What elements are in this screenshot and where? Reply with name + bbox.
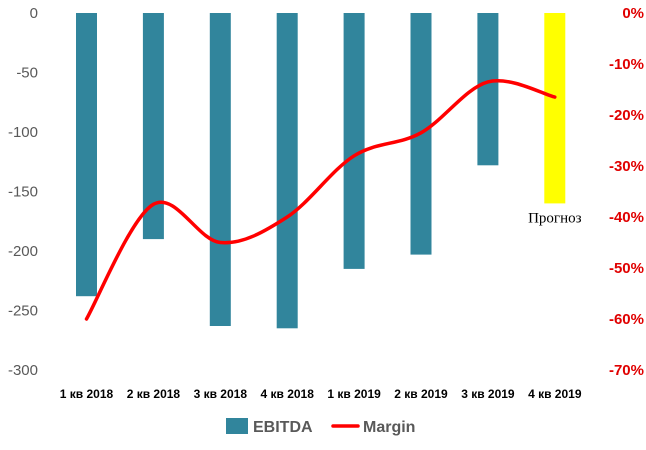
legend-ebitda-swatch	[226, 418, 248, 434]
category-label: 3 кв 2018	[194, 387, 248, 401]
left-tick-label: -300	[8, 362, 38, 379]
ebitda-bar-5	[343, 13, 365, 269]
right-axis: 0% -10% -20% -30% -40% -50% -60% -70%	[609, 5, 644, 379]
category-label: 2 кв 2019	[394, 387, 448, 401]
margin-line	[84, 79, 557, 321]
right-tick-label: -70%	[609, 362, 644, 379]
forecast-annotation: Прогноз	[528, 210, 582, 226]
legend-ebitda-label: EBITDA	[253, 419, 313, 436]
left-tick-label: 0	[30, 5, 38, 22]
ebitda-bar-3	[209, 13, 231, 326]
ebitda-bar-8	[544, 13, 566, 204]
legend-margin-label: Margin	[363, 419, 415, 436]
left-tick-label: -50	[16, 65, 38, 82]
ebitda-bar-4	[276, 13, 298, 329]
left-axis: 0 -50 -100 -150 -200 -250 -300	[8, 5, 38, 379]
margin-line-layer	[84, 79, 557, 321]
right-tick-label: -50%	[609, 260, 644, 277]
right-tick-label: -40%	[609, 209, 644, 226]
right-tick-label: 0%	[622, 5, 644, 22]
right-tick-label: -30%	[609, 158, 644, 175]
category-label: 1 кв 2019	[327, 387, 381, 401]
category-label: 1 кв 2018	[60, 387, 114, 401]
right-tick-label: -10%	[609, 56, 644, 73]
category-label: 2 кв 2018	[127, 387, 181, 401]
category-label: 3 кв 2019	[461, 387, 515, 401]
left-tick-label: -150	[8, 184, 38, 201]
ebitda-bar-2	[142, 13, 164, 240]
legend: EBITDA Margin	[226, 418, 415, 436]
right-tick-label: -20%	[609, 107, 644, 124]
category-label: 4 кв 2019	[528, 387, 582, 401]
right-tick-label: -60%	[609, 311, 644, 328]
category-label: 4 кв 2018	[260, 387, 314, 401]
left-tick-label: -100	[8, 124, 38, 141]
bars-layer	[76, 13, 566, 329]
left-tick-label: -250	[8, 303, 38, 320]
left-tick-label: -200	[8, 243, 38, 260]
category-axis: 1 кв 2018 2 кв 2018 3 кв 2018 4 кв 2018 1 кв…	[60, 387, 582, 401]
ebitda-bar-1	[76, 13, 97, 297]
ebitda-bar-7	[477, 13, 499, 166]
